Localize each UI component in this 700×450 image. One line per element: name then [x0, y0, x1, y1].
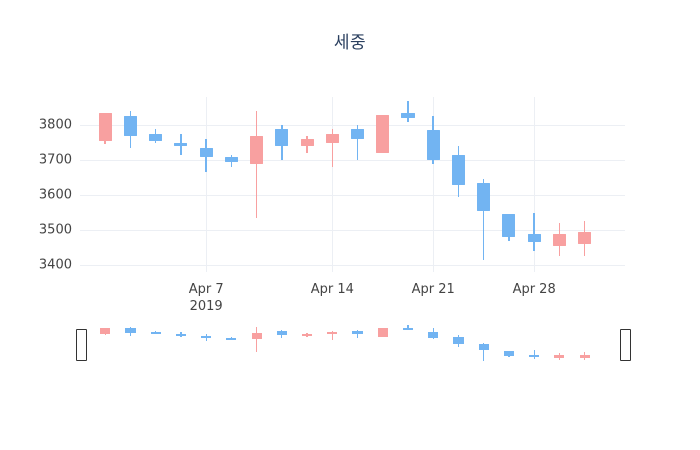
candle-body — [578, 231, 592, 244]
candle-body — [502, 214, 516, 237]
candle-body — [123, 116, 137, 136]
candle-wick — [255, 111, 258, 218]
range-slider-candle-body — [579, 354, 590, 358]
range-slider-candle-body — [453, 337, 464, 344]
range-slider-candle-body — [428, 331, 439, 339]
candle-body — [477, 182, 491, 211]
y-gridline — [80, 160, 625, 161]
range-slider-candle-wick — [533, 350, 535, 360]
range-handle-right[interactable] — [620, 329, 631, 361]
candle-wick — [407, 100, 409, 122]
candle-body — [275, 128, 289, 146]
candle-body — [527, 233, 541, 243]
range-slider-candle-body — [478, 343, 489, 350]
range-slider-candle-wick — [356, 330, 359, 339]
candle-wick — [356, 125, 359, 160]
range-slider-candle-body — [402, 327, 414, 330]
candle-body — [325, 133, 339, 143]
range-slider-candle-wick — [407, 324, 409, 330]
x-axis-tick: Apr 21 — [373, 281, 493, 298]
candle-body — [401, 112, 415, 118]
x-axis-tick: Apr 14 — [272, 281, 392, 298]
range-slider-candle-body — [201, 335, 212, 338]
range-slider-candle-body — [276, 331, 287, 336]
candle-wick — [482, 179, 485, 260]
range-slider-candle-body — [150, 332, 161, 335]
candle-body — [376, 114, 390, 153]
x-axis-tick-label: Apr 28 — [512, 282, 556, 297]
x-axis-tick-label: Apr 7 — [188, 282, 224, 297]
range-slider-candle-body — [175, 334, 187, 337]
candle-body — [250, 135, 264, 164]
candle-body — [98, 112, 112, 141]
chart-title: 세중 — [333, 33, 367, 53]
y-axis-tick-label: 3600 — [38, 187, 72, 203]
range-slider-candle-wick — [255, 327, 258, 352]
plot-area[interactable] — [80, 97, 625, 272]
candle-body — [224, 156, 238, 162]
range-slider-candle-body — [327, 332, 338, 335]
range-slider-candle-body — [503, 350, 515, 356]
candle-body — [174, 142, 188, 146]
y-gridline — [80, 265, 625, 266]
candle-body — [199, 147, 213, 157]
range-slider-candle-body — [352, 331, 363, 334]
candle-body — [300, 139, 314, 146]
range-slider-candle-body — [301, 333, 313, 336]
x-axis-tick: Apr 28 — [474, 281, 594, 298]
y-gridline — [80, 195, 625, 196]
range-slider-candle-wick — [331, 331, 333, 340]
x-axis-tick-label: Apr 14 — [310, 282, 354, 297]
x-axis-tick-year-label: 2019 — [189, 299, 223, 314]
range-slider-candle-body — [554, 355, 565, 358]
range-slider-candle-body — [529, 355, 540, 358]
y-axis-tick-label: 3700 — [38, 152, 72, 168]
x-gridline — [433, 97, 435, 272]
y-gridline — [80, 125, 625, 126]
y-axis-tick-label: 3800 — [38, 117, 72, 133]
range-slider[interactable] — [76, 320, 631, 368]
range-slider-candle-wick — [483, 342, 485, 362]
candle-wick — [331, 128, 334, 167]
range-slider-candle-body — [377, 328, 388, 337]
candle-body — [552, 233, 566, 246]
candle-body — [149, 133, 163, 141]
candle-body — [451, 154, 466, 185]
candle-wick — [533, 212, 535, 251]
x-gridline — [206, 97, 208, 272]
y-axis-tick-label: 3400 — [38, 257, 72, 273]
range-slider-candle-body — [125, 328, 136, 333]
y-gridline — [80, 230, 625, 231]
range-slider-candle-body — [100, 327, 111, 334]
candle-body — [426, 130, 440, 160]
range-slider-candle-body — [251, 332, 262, 340]
x-gridline — [534, 97, 536, 272]
x-axis-tick-label: Apr 21 — [411, 282, 455, 297]
x-gridline — [332, 97, 334, 272]
y-axis-tick-label: 3500 — [38, 222, 72, 238]
x-axis-tick: Apr 7 2019 — [146, 281, 266, 315]
range-slider-candle-body — [226, 337, 237, 340]
candle-body — [350, 128, 365, 139]
range-handle-left[interactable] — [76, 329, 87, 361]
